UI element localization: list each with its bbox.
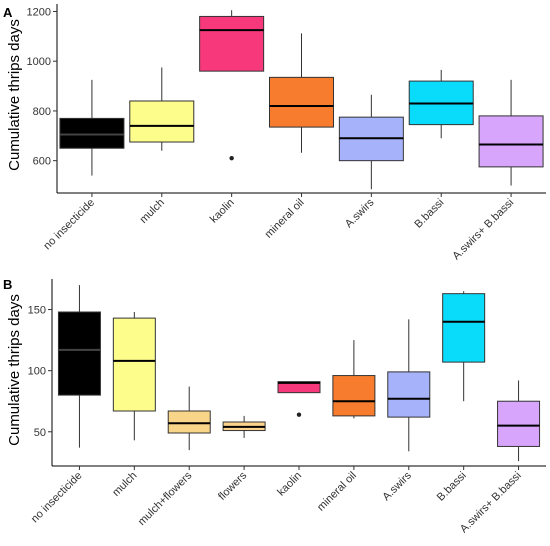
- box-rect: [57, 311, 101, 396]
- x-tick-label: flowers: [216, 469, 249, 502]
- x-tick-label: no insecticide: [41, 197, 97, 253]
- outlier-point: [229, 155, 234, 161]
- box-rect: [497, 400, 541, 447]
- x-tick-label: mineral oil: [263, 197, 307, 241]
- box-kaolin: [277, 381, 321, 417]
- y-tick-label: 100: [28, 366, 46, 378]
- box-mulch: [112, 312, 156, 441]
- box-rect: [277, 381, 321, 394]
- y-tick-label: 600: [33, 156, 51, 168]
- box-b-bassi: [408, 69, 474, 139]
- box-rect: [129, 100, 195, 143]
- panel-a-plot: 600 800 1000 1200 no insecticide mulch kaolin m…: [27, 4, 546, 262]
- y-tick-label: 800: [33, 106, 51, 118]
- box-rect: [199, 15, 265, 72]
- box-rect: [167, 410, 211, 434]
- box-rect: [478, 115, 544, 168]
- box-a-swirs: [338, 94, 404, 190]
- box-rect: [112, 317, 156, 412]
- box-no-insecticide: [59, 79, 125, 176]
- y-tick-label: 50: [34, 427, 46, 439]
- box-kaolin: [199, 10, 265, 161]
- box-a-swirs-b-bassi: [497, 380, 541, 462]
- box-mineral-oil: [269, 33, 334, 153]
- box-no-insecticide: [57, 285, 101, 448]
- x-tick-label: B.bassi: [435, 470, 469, 504]
- x-tick-label: A.swirs: [380, 469, 414, 503]
- box-a-swirs: [387, 319, 431, 452]
- box-b-bassi: [442, 291, 486, 402]
- panel-a-ylabel: Cumulative thrips days: [6, 19, 23, 171]
- panel-b: B Cumulative thrips days 50 100 150 no inse…: [3, 277, 546, 535]
- x-tick-label: B.bassi: [412, 197, 446, 231]
- panel-b-ylabel: Cumulative thrips days: [6, 294, 23, 446]
- y-tick-label: 1000: [27, 56, 51, 68]
- panel-b-plot: 50 100 150 no insecticide mulchmulch+flowers…: [28, 279, 546, 535]
- x-tick-label: mineral oil: [315, 470, 359, 514]
- box-mineral-oil: [332, 340, 376, 419]
- panel-a-label: A: [3, 5, 13, 20]
- box-rect: [332, 375, 376, 417]
- box-flowers: [222, 415, 266, 438]
- box-rect: [269, 76, 334, 128]
- x-tick-label: A.swirs+ B.bassi: [450, 197, 516, 263]
- box-rect: [442, 293, 486, 363]
- panel-b-label: B: [3, 277, 12, 292]
- x-tick-label: A.swirs+ B.bassi: [458, 470, 524, 536]
- box-mulch: [129, 67, 195, 151]
- outlier-point: [296, 412, 302, 417]
- y-tick-label: 150: [28, 305, 46, 317]
- box-rect: [387, 371, 431, 418]
- x-tick-label: A.swirs: [343, 196, 377, 230]
- x-tick-label: kaolin: [275, 470, 304, 499]
- box-mulch-flowers: [167, 386, 211, 451]
- box-a-swirs-b-bassi: [478, 79, 544, 186]
- x-tick-label: no insecticide: [29, 470, 85, 526]
- box-rect: [59, 117, 125, 149]
- x-tick-label: mulch: [138, 197, 167, 226]
- x-tick-label: mulch+flowers: [136, 469, 195, 528]
- x-tick-label: mulch: [110, 470, 139, 499]
- x-tick-label: kaolin: [208, 197, 237, 226]
- y-tick-label: 1200: [27, 6, 51, 18]
- panel-a: A Cumulative thrips days 600 800 1000 1200 n…: [3, 4, 546, 262]
